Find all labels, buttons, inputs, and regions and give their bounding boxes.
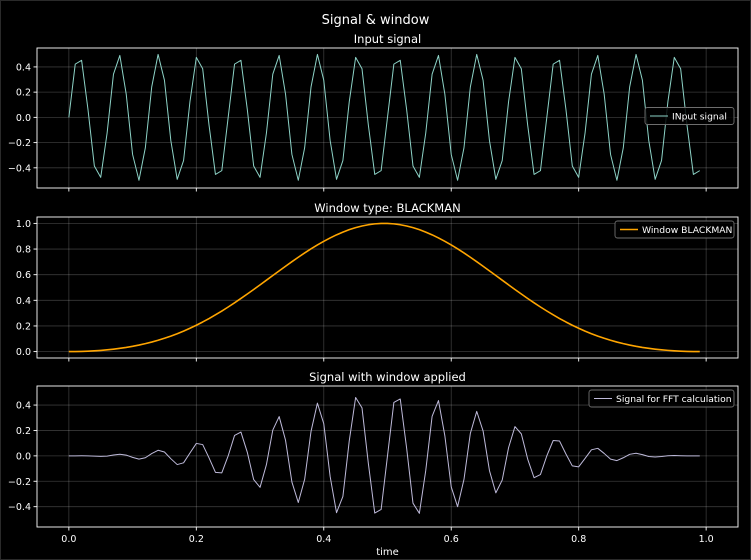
- subplot-1: −0.4 −0.2 0.0 0.2 0.4 Input signal INput signa…: [8, 32, 739, 192]
- subplot-title: Input signal: [354, 32, 421, 46]
- y-tick-label: 0.2: [16, 321, 31, 332]
- legend-box: [614, 220, 735, 239]
- suptitle: Signal & window: [322, 13, 430, 28]
- y-tick-label: −0.4: [8, 502, 31, 513]
- legend: Signal for FFT calculation: [588, 389, 735, 408]
- legend-label: Window BLACKMAN: [642, 225, 732, 236]
- y-tick-label: 0.2: [16, 426, 31, 437]
- y-tick-label: 0.4: [16, 401, 31, 412]
- legend-label: INput signal: [672, 111, 727, 122]
- axes-frame: [36, 216, 739, 359]
- y-tick-label: 1.0: [16, 219, 31, 230]
- subplot-3: −0.4 −0.2 0.0 0.2 0.4 0.0 0.2 0.4 0.6 0.8 1.0 Signa…: [8, 370, 739, 558]
- y-tick-label: 0.4: [16, 296, 31, 307]
- series-line: [68, 396, 700, 514]
- x-tick-label: 1.0: [699, 534, 714, 545]
- y-tick-label: −0.4: [8, 163, 31, 174]
- legend: Window BLACKMAN: [614, 220, 735, 239]
- y-tick-label: 0.2: [16, 88, 31, 99]
- y-tick-label: 0.0: [16, 113, 31, 124]
- y-tick-label: 0.8: [16, 245, 31, 256]
- x-tick-label: 0.0: [61, 534, 76, 545]
- subplot-title: Signal with window applied: [309, 370, 466, 384]
- series-line: [68, 53, 701, 181]
- plot-area: [37, 217, 738, 358]
- legend-box: [588, 389, 735, 408]
- y-tick-label: −0.2: [8, 477, 31, 488]
- x-tick-label: 0.4: [316, 534, 331, 545]
- y-tick-label: 0.0: [16, 347, 31, 358]
- x-tick-label: 0.2: [189, 534, 204, 545]
- x-axis-label: time: [376, 547, 399, 558]
- legend-label: Signal for FFT calculation: [616, 394, 732, 405]
- axes-frame: [36, 47, 739, 189]
- y-tick-label: −0.2: [8, 138, 31, 149]
- y-tick-label: 0.4: [16, 62, 31, 73]
- y-tick-label: 0.0: [16, 451, 31, 462]
- y-tick-label: 0.6: [16, 270, 31, 281]
- x-tick-label: 0.8: [571, 534, 586, 545]
- series-line: [68, 222, 700, 353]
- subplot-title: Window type: BLACKMAN: [314, 201, 460, 215]
- legend-box: [644, 107, 735, 125]
- axes-frame: [36, 385, 739, 528]
- legend: INput signal: [644, 107, 735, 125]
- subplot-2: 0.0 0.2 0.4 0.6 0.8 1.0 Window type: BLACKMAN W…: [16, 201, 739, 362]
- x-tick-label: 0.6: [444, 534, 459, 545]
